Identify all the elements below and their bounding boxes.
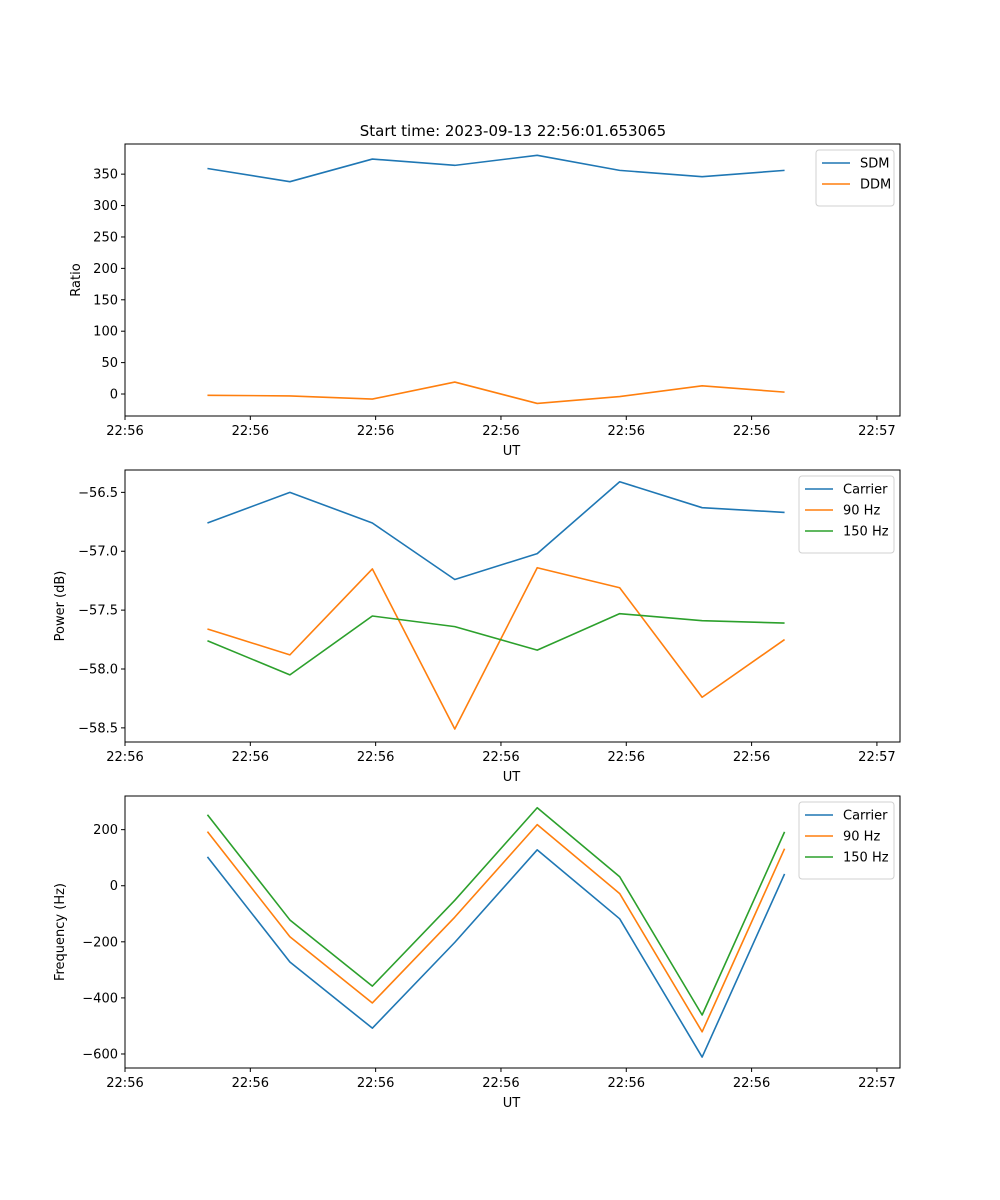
legend-label: SDM — [860, 157, 889, 172]
chart-panel-1: 22:56 22:56 22:56 22:56 22:56 22:56 22:57 0 50 10… — [69, 143, 901, 459]
x-axis-label: UT — [503, 770, 521, 785]
legend-label: DDM — [860, 178, 891, 193]
chart-panels: 22:56 22:56 22:56 22:56 22:56 22:56 22:57 0 50 10… — [53, 143, 901, 1111]
axes-frame — [124, 469, 901, 743]
legend-box — [798, 801, 895, 880]
x-axis-label: UT — [503, 444, 521, 459]
x-tick-label: 22:57 — [858, 750, 895, 765]
legend-label: Carrier — [843, 809, 888, 824]
legend-label: 90 Hz — [843, 504, 880, 519]
series-line-150-hz — [206, 806, 786, 1016]
series-line-90-hz — [207, 566, 786, 730]
x-tick-label: 22:56 — [106, 1076, 143, 1091]
series-line-carrier — [207, 480, 785, 581]
x-tick-label: 22:56 — [608, 424, 645, 439]
x-tick-label: 22:56 — [357, 1076, 394, 1091]
x-tick-label: 22:56 — [608, 750, 645, 765]
x-tick-label: 22:56 — [232, 424, 269, 439]
y-tick-label: −600 — [82, 1047, 118, 1062]
axes-frame — [124, 143, 901, 417]
y-tick-label: 200 — [93, 823, 118, 838]
series-line-ddm — [207, 381, 785, 405]
series-line-150-hz — [207, 612, 785, 676]
y-axis-label: Power (dB) — [53, 571, 68, 642]
chart-panel-2: 22:56 22:56 22:56 22:56 22:56 22:56 22:57 −58.5… — [53, 469, 901, 785]
series-line-carrier — [206, 849, 786, 1058]
x-tick-label: 22:57 — [858, 1076, 895, 1091]
y-tick-label: −400 — [82, 991, 118, 1006]
y-tick-label: −56.5 — [78, 486, 118, 501]
x-tick-label: 22:56 — [733, 424, 770, 439]
legend: Carrier 90 Hz 150 Hz — [798, 801, 895, 880]
y-tick-label: −57.5 — [78, 604, 118, 619]
legend-label: 90 Hz — [843, 830, 880, 845]
y-axis-label: Ratio — [69, 263, 84, 296]
y-tick-label: 350 — [93, 168, 118, 183]
x-tick-label: 22:56 — [733, 1076, 770, 1091]
legend-label: Carrier — [843, 483, 888, 498]
x-tick-label: 22:56 — [482, 424, 519, 439]
legend-box — [815, 149, 895, 207]
x-tick-label: 22:56 — [106, 424, 143, 439]
series-line-sdm — [207, 154, 785, 183]
y-tick-label: −200 — [82, 935, 118, 950]
y-tick-label: 250 — [93, 230, 118, 245]
y-tick-label: 0 — [110, 388, 118, 403]
y-axis-label: Frequency (Hz) — [53, 883, 68, 981]
legend: SDM DDM — [815, 149, 895, 207]
y-tick-label: −57.0 — [78, 545, 118, 560]
x-tick-label: 22:56 — [608, 1076, 645, 1091]
chart-panel-3: 22:56 22:56 22:56 22:56 22:56 22:56 22:57 −600 −… — [53, 795, 901, 1111]
legend: Carrier 90 Hz 150 Hz — [798, 475, 895, 554]
x-tick-label: 22:56 — [357, 424, 394, 439]
y-tick-label: 100 — [93, 325, 118, 340]
y-tick-label: −58.0 — [78, 662, 118, 677]
x-tick-label: 22:56 — [232, 1076, 269, 1091]
x-tick-label: 22:56 — [232, 750, 269, 765]
x-tick-label: 22:56 — [733, 750, 770, 765]
x-tick-label: 22:56 — [357, 750, 394, 765]
x-axis-label: UT — [503, 1096, 521, 1111]
x-tick-label: 22:57 — [858, 424, 895, 439]
legend-label: 150 Hz — [843, 525, 889, 540]
legend-box — [798, 475, 895, 554]
series-line-90-hz — [206, 823, 786, 1033]
y-tick-label: 150 — [93, 293, 118, 308]
axes-frame — [124, 795, 901, 1069]
figure-title: Start time: 2023-09-13 22:56:01.653065 — [360, 122, 666, 140]
x-tick-label: 22:56 — [106, 750, 143, 765]
x-tick-label: 22:56 — [482, 750, 519, 765]
y-tick-label: −58.5 — [78, 721, 118, 736]
y-tick-label: 0 — [110, 879, 118, 894]
y-tick-label: 200 — [93, 262, 118, 277]
x-tick-label: 22:56 — [482, 1076, 519, 1091]
y-tick-label: 50 — [101, 356, 118, 371]
legend-label: 150 Hz — [843, 851, 889, 866]
y-tick-label: 300 — [93, 199, 118, 214]
